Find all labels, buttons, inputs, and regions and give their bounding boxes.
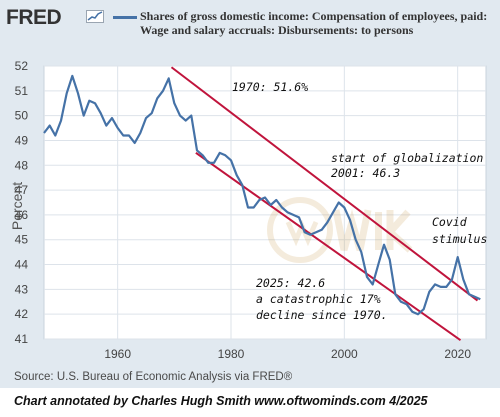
x-tick-label: 2020 bbox=[444, 347, 471, 361]
annotation-covid-line-1: Covid bbox=[432, 215, 468, 229]
y-axis-label: Percent bbox=[9, 182, 25, 230]
annotation-2001-line-2: 2001: 46.3 bbox=[331, 166, 400, 180]
trend-line-upper bbox=[170, 66, 479, 302]
annotation-2025-line-3: decline since 1970. bbox=[256, 308, 388, 322]
fred-logo: FRED bbox=[6, 6, 62, 29]
annotation-1970: 1970: 51.6% bbox=[232, 80, 308, 94]
y-tick-label: 46 bbox=[15, 208, 29, 222]
annotation-covid-line-2: stimulus bbox=[432, 232, 487, 246]
x-tick-label: 1980 bbox=[218, 347, 245, 361]
trend-lines bbox=[170, 66, 479, 342]
y-tick-label: 43 bbox=[15, 282, 29, 296]
y-tick-label: 41 bbox=[15, 332, 29, 346]
annotation-2025: 2025: 42.6 a catastrophic 17% decline si… bbox=[256, 276, 388, 322]
trend-line-lower bbox=[195, 152, 462, 342]
y-tick-label: 44 bbox=[15, 258, 29, 272]
annotation-2001-line-1: start of globalization bbox=[331, 151, 483, 165]
annotation-2025-line-2: a catastrophic 17% bbox=[256, 292, 381, 306]
x-tick-label: 2000 bbox=[331, 347, 358, 361]
legend-swatch bbox=[113, 16, 137, 19]
y-tick-label: 52 bbox=[15, 59, 29, 73]
y-tick-label: 51 bbox=[15, 84, 29, 98]
x-axis-ticks: 1960 1980 2000 2020 bbox=[104, 347, 471, 361]
source-note: Source: U.S. Bureau of Economic Analysis… bbox=[14, 371, 293, 383]
y-axis-ticks: 41 42 43 44 45 46 47 48 49 50 51 52 bbox=[15, 59, 29, 346]
y-tick-label: 49 bbox=[15, 133, 29, 147]
y-tick-label: 45 bbox=[15, 233, 29, 247]
y-tick-label: 47 bbox=[15, 183, 29, 197]
y-tick-label: 48 bbox=[15, 158, 29, 172]
x-tick-label: 1960 bbox=[104, 347, 131, 361]
annotation-credit: Chart annotated by Charles Hugh Smith ww… bbox=[14, 394, 428, 408]
legend-label: Shares of gross domestic income: Compens… bbox=[140, 9, 488, 37]
y-tick-label: 50 bbox=[15, 109, 29, 123]
series-line bbox=[43, 74, 481, 316]
gridlines bbox=[44, 65, 486, 340]
annotation-1970-line: 1970: 51.6% bbox=[232, 80, 308, 94]
annotation-2001: start of globalization 2001: 46.3 bbox=[331, 151, 490, 180]
annotation-2025-line-1: 2025: 42.6 bbox=[256, 276, 325, 290]
annotation-covid: Covid stimulus bbox=[432, 215, 487, 246]
chart-canvas: 41 42 43 44 45 46 47 48 49 50 51 52 1960 1980 2000 202… bbox=[9, 59, 490, 361]
series-layer bbox=[43, 74, 481, 316]
fred-sparkline-icon bbox=[86, 10, 104, 23]
y-tick-label: 42 bbox=[15, 307, 29, 321]
